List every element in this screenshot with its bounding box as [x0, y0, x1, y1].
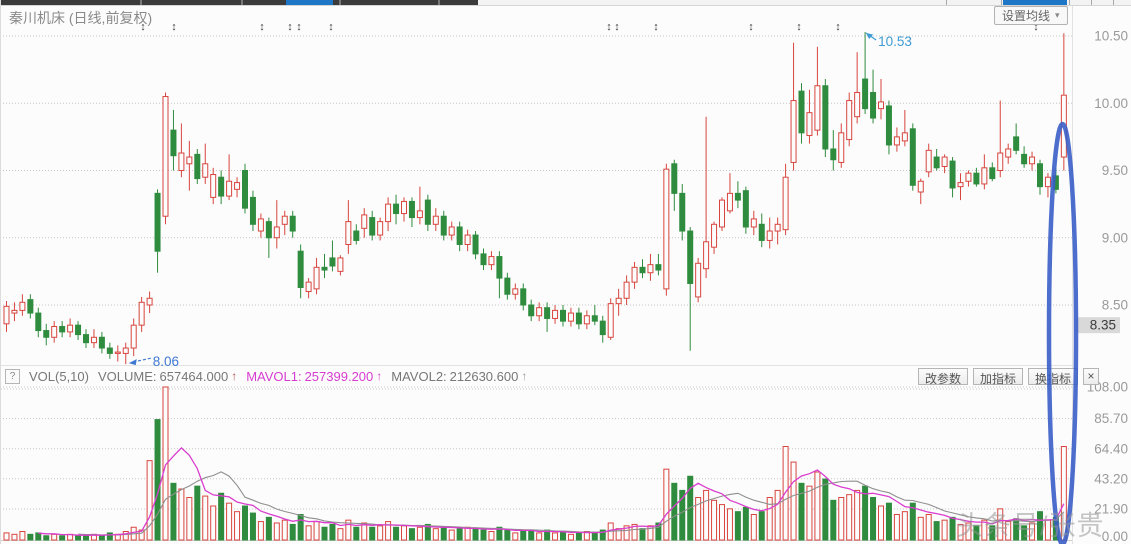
mavol2-label: MAVOL2: [391, 368, 447, 384]
mavol2-readout: MAVOL2: 212630.600 ↑ [391, 369, 527, 384]
toolbar-separator [339, 0, 341, 5]
event-marker-icon[interactable]: ↕ [328, 21, 334, 33]
event-marker-icon[interactable]: ↕ [606, 21, 612, 33]
svg-text:43.20: 43.20 [1094, 471, 1128, 486]
up-arrow-icon: ↑ [521, 369, 528, 383]
toolbar-cell-border [1113, 0, 1114, 5]
event-markers-layer: ↕ ↕ ↕ ↕ ↕ ↕ ↕ ↕ ↕ ↕ ↕ ↕ ↕ [140, 21, 1039, 33]
toolbar-active-tab-right[interactable] [1003, 0, 1067, 5]
svg-text:8.50: 8.50 [1102, 298, 1128, 313]
volume-readout: VOLUME: 657464.000 ↑ [98, 369, 237, 384]
chevron-down-icon: ▾ [1055, 10, 1060, 20]
toolbar-cell-border [1091, 0, 1092, 5]
add-indicator-button[interactable]: 加指标 [973, 368, 1024, 386]
event-marker-icon[interactable]: ↕ [1033, 21, 1039, 33]
mavol2-value: 212630.600 [449, 368, 519, 384]
chart-title: 秦川机床 (日线,前复权) [9, 10, 153, 26]
price-annotations-layer: 10.53 8.06 [128, 32, 912, 369]
close-icon[interactable]: × [1083, 368, 1100, 385]
svg-text:0.00: 0.00 [1102, 529, 1128, 544]
event-marker-icon[interactable]: ↕ [140, 21, 146, 33]
volume-label: VOLUME: [97, 368, 157, 384]
toolbar-separator [140, 0, 142, 5]
toolbar-separator [241, 0, 243, 5]
event-marker-icon[interactable]: ↕ [748, 21, 754, 33]
indicator-buttons: 改参数 加指标 换指标 × [918, 368, 1100, 386]
mavol1-label: MAVOL1: [246, 368, 302, 384]
event-marker-icon[interactable]: ↕ [259, 21, 265, 33]
up-arrow-icon: ↑ [231, 369, 238, 383]
change-params-button[interactable]: 改参数 [918, 368, 969, 386]
svg-text:10.00: 10.00 [1094, 96, 1128, 111]
set-ma-button[interactable]: 设置均线 ▾ [994, 6, 1068, 25]
event-marker-icon[interactable]: ↕ [171, 21, 177, 33]
event-marker-icon[interactable]: ↕ [835, 21, 841, 33]
volume-indicator-bar: ? VOL(5,10) VOLUME: 657464.000 ↑ MAVOL1:… [5, 367, 527, 385]
volume-value: 657464.000 [159, 368, 229, 384]
switch-indicator-button[interactable]: 换指标 [1028, 368, 1079, 386]
mavol-lines-layer [38, 446, 1065, 536]
toolbar-dark-segment [1, 0, 478, 5]
top-toolbar-edge [1, 0, 1131, 6]
toolbar-separator [438, 0, 440, 5]
mavol1-value: 257399.200 [304, 368, 374, 384]
svg-text:9.50: 9.50 [1102, 163, 1128, 178]
event-marker-icon[interactable]: ↕ [296, 21, 302, 33]
axis-labels-layer: 10.5010.009.509.008.50108.0085.7064.4043… [1076, 29, 1128, 544]
toolbar-cell-border [1001, 0, 1002, 5]
svg-text:9.00: 9.00 [1102, 230, 1128, 245]
svg-text:10.50: 10.50 [1094, 29, 1128, 44]
event-marker-icon[interactable]: ↕ [287, 21, 293, 33]
toolbar-cell-border [1069, 0, 1070, 5]
mavol1-readout: MAVOL1: 257399.200 ↑ [246, 369, 382, 384]
up-arrow-icon: ↑ [376, 369, 383, 383]
svg-text:64.40: 64.40 [1094, 441, 1128, 456]
toolbar-active-tab-left[interactable] [286, 0, 333, 5]
svg-text:21.90: 21.90 [1094, 501, 1128, 516]
toolbar-cell-border [946, 0, 947, 5]
gridlines-layer [1, 0, 1073, 544]
event-marker-icon[interactable]: ↕ [796, 21, 802, 33]
help-icon[interactable]: ? [5, 368, 20, 384]
svg-text:85.70: 85.70 [1094, 411, 1128, 426]
volume-bars-layer [3, 386, 1067, 541]
event-marker-icon[interactable]: ↕ [614, 21, 620, 33]
svg-text:8.35: 8.35 [1090, 318, 1116, 333]
high-price-callout: 10.53 [878, 34, 912, 49]
set-ma-button-label: 设置均线 [1002, 9, 1051, 23]
event-marker-icon[interactable]: ↕ [653, 21, 659, 33]
low-price-callout: 8.06 [153, 354, 179, 369]
candles-layer [3, 31, 1067, 365]
indicator-name[interactable]: VOL(5,10) [29, 368, 89, 384]
